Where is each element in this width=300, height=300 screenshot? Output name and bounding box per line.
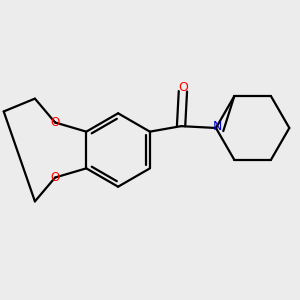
Text: O: O: [178, 81, 188, 94]
Text: O: O: [50, 171, 60, 184]
Text: N: N: [212, 120, 222, 133]
Text: O: O: [50, 116, 60, 129]
